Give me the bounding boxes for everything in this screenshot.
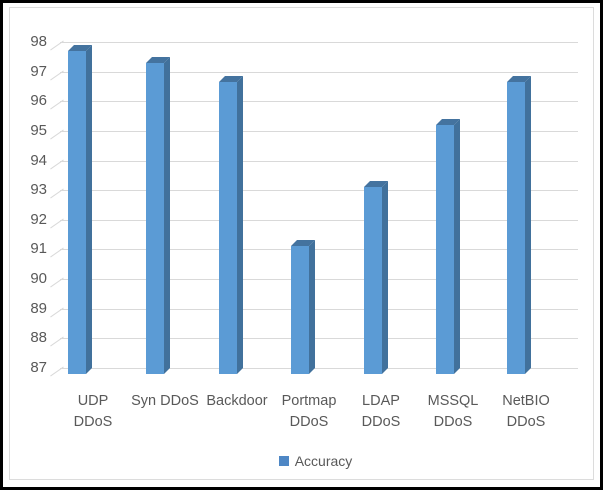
axis-tick-icon <box>50 247 64 258</box>
y-axis-label: 88 <box>30 329 47 347</box>
bar-side-face <box>85 44 92 374</box>
bar[interactable] <box>291 246 309 374</box>
x-axis-label: Syn DDoS <box>131 393 199 409</box>
gridline <box>60 130 578 132</box>
bar[interactable] <box>146 62 164 374</box>
axis-tick-icon <box>50 70 64 81</box>
plot-area: 87 88 89 90 91 92 93 94 95 96 97 98 UDP DDoS Syn DDoS B… <box>3 3 600 487</box>
gridline <box>60 190 578 192</box>
axis-tick-icon <box>50 277 64 288</box>
y-axis-label: 90 <box>30 270 47 288</box>
gridline <box>60 160 578 162</box>
y-axis-label: 98 <box>30 33 47 50</box>
axis-tick-icon <box>50 307 64 318</box>
axis-tick-icon <box>50 129 64 140</box>
axis-tick-icon <box>50 366 64 377</box>
axis-tick-icon <box>50 218 64 229</box>
bar[interactable] <box>67 50 86 374</box>
bar[interactable] <box>218 82 237 374</box>
bar-side-face <box>309 240 315 374</box>
bar[interactable] <box>363 187 382 374</box>
axis-tick-icon <box>50 188 64 199</box>
gridline <box>60 338 578 340</box>
legend-label: Accuracy <box>294 453 353 469</box>
gridline <box>60 101 578 103</box>
axis-tick-icon <box>50 159 64 170</box>
bar[interactable] <box>507 82 525 374</box>
axis-tick-icon <box>50 99 64 110</box>
y-axis-label: 87 <box>30 359 47 376</box>
gridline <box>60 249 578 251</box>
x-axis-label: Portmap DDoS <box>281 393 337 431</box>
x-axis-label: LDAP DDoS <box>361 393 401 431</box>
legend-swatch-icon <box>278 456 289 466</box>
gridline <box>60 42 578 43</box>
bar-side-face <box>236 76 243 374</box>
axis-tick-icon <box>50 40 64 51</box>
gridline <box>60 71 578 73</box>
bar-side-face <box>525 76 531 374</box>
gridline <box>60 279 578 281</box>
y-axis-label: 95 <box>30 121 47 139</box>
y-axis-label: 97 <box>30 62 47 80</box>
gridline <box>60 219 578 221</box>
x-axis-label: MSSQL DDoS <box>427 393 479 431</box>
gridline <box>60 368 578 369</box>
gridline <box>60 308 578 310</box>
y-axis-label: 93 <box>30 181 47 199</box>
bar[interactable] <box>436 124 454 374</box>
bar-side-face <box>454 118 460 374</box>
x-axis-label: Backdoor <box>206 393 268 409</box>
y-axis-label: 89 <box>30 299 47 317</box>
legend[interactable]: Accuracy <box>17 453 600 469</box>
y-axis-label: 91 <box>30 240 47 258</box>
axis-tick-icon <box>50 336 64 347</box>
y-axis-label: 94 <box>30 151 47 169</box>
x-axis-label: UDP DDoS <box>73 393 113 431</box>
bar-side-face <box>381 181 388 374</box>
bar-side-face <box>164 56 170 374</box>
y-axis-label: 96 <box>30 92 47 110</box>
x-axis-label: NetBIO DDoS <box>502 393 550 431</box>
y-axis-label: 92 <box>30 210 47 228</box>
